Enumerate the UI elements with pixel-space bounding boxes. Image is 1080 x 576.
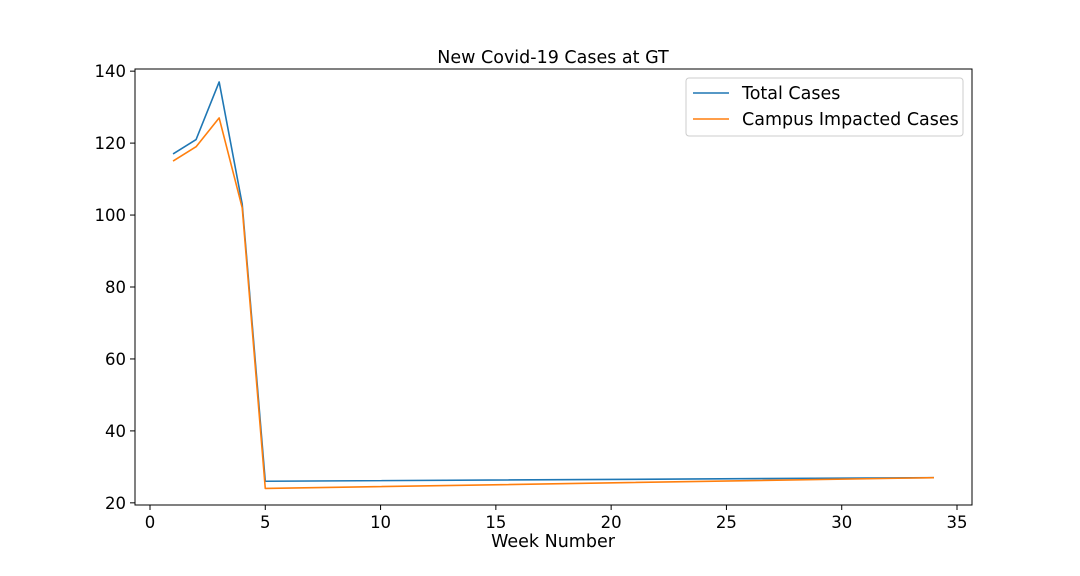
series-line-campus-impacted-cases — [172, 117, 934, 490]
chart-title: New Covid-19 Cases at GT — [437, 48, 669, 68]
x-tick-label: 5 — [260, 513, 271, 532]
legend: Total Cases Campus Impacted Cases — [685, 77, 964, 137]
y-axis: 20 40 60 80 100 120 140 — [95, 62, 135, 513]
x-tick-label: 10 — [370, 513, 391, 532]
series-lines — [172, 81, 934, 490]
y-tick-label: 60 — [105, 350, 126, 369]
x-tick-label: 25 — [716, 513, 737, 532]
x-tick-label: 20 — [601, 513, 622, 532]
y-tick-label: 80 — [105, 278, 126, 297]
legend-label-campus-impacted-cases: Campus Impacted Cases — [742, 110, 959, 130]
y-tick-label: 140 — [95, 62, 127, 81]
x-tick-label: 15 — [485, 513, 506, 532]
y-tick-label: 40 — [105, 422, 126, 441]
x-tick-label: 35 — [947, 513, 968, 532]
x-tick-label: 30 — [831, 513, 852, 532]
legend-frame — [685, 77, 964, 137]
legend-label-total-cases: Total Cases — [741, 84, 840, 104]
y-tick-label: 100 — [95, 206, 127, 225]
x-axis: 0 5 10 15 20 25 30 35 — [145, 505, 968, 532]
series-line-total-cases — [172, 81, 934, 483]
x-axis-label: Week Number — [491, 532, 616, 552]
x-tick-label: 0 — [145, 513, 156, 532]
y-tick-label: 20 — [105, 494, 126, 513]
y-tick-label: 120 — [95, 134, 127, 153]
